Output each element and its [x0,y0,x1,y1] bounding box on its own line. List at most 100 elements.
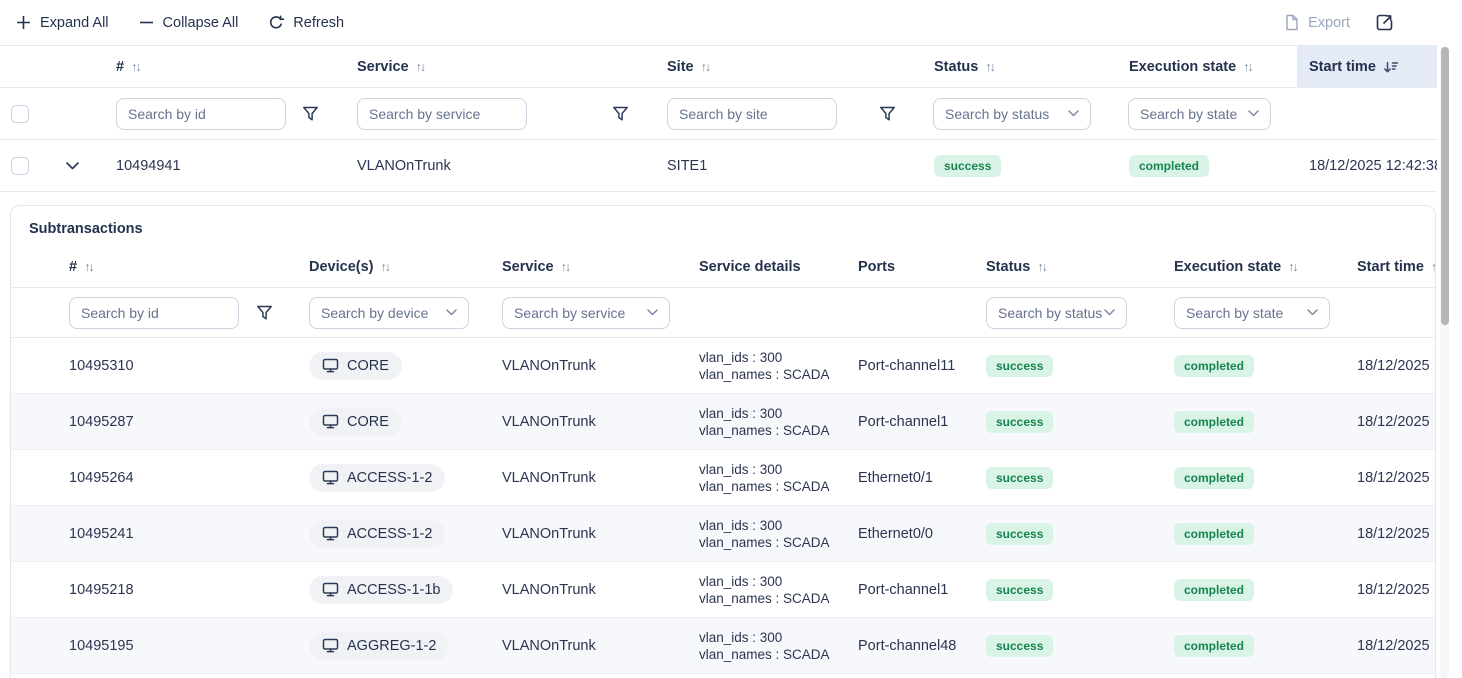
sub-column-header-devices[interactable]: Device(s) ↑↓ [297,246,490,287]
subtransaction-row[interactable]: 10495310 CORE VLANOnTrunk vlan_ids : 300… [11,338,1435,394]
subtransaction-port: Port-channel11 [846,338,974,393]
subtransaction-id: 10495310 [11,338,297,393]
search-id-input[interactable] [116,98,286,130]
subtransaction-port: Ethernet0/0 [846,506,974,561]
sort-icon[interactable]: ↑↓ [1288,260,1299,274]
filter-icon[interactable] [302,106,319,122]
main-table-filter-row: Search by status Search by state [0,88,1437,140]
device-name: ACCESS-1-2 [347,526,432,542]
filter-cell-id [104,88,345,139]
refresh-button[interactable]: Refresh [268,15,344,31]
sub-search-service-select[interactable]: Search by service [502,297,670,329]
sub-column-header-status[interactable]: Status ↑↓ [974,246,1162,287]
toolbar: Expand All Collapse All Refresh Export [0,0,1437,46]
device-chip[interactable]: CORE [309,408,402,436]
subtransaction-row[interactable]: 10495195 AGGREG-1-2 VLANOnTrunk vlan_ids… [11,618,1435,674]
chevron-down-icon [66,162,79,170]
transaction-row[interactable]: 10494941 VLANOnTrunk SITE1 success compl… [0,140,1437,192]
column-header-start-time[interactable]: Start time [1297,46,1437,87]
device-chip[interactable]: ACCESS-1-2 [309,464,445,492]
search-state-select[interactable]: Search by state [1128,98,1271,130]
sort-icon[interactable]: ↑↓ [131,60,142,74]
file-icon [1284,14,1299,31]
main-table-header: # ↑↓ Service ↑↓ Site ↑↓ Status ↑↓ Execut… [0,46,1437,88]
sub-filter-cell-status: Search by status [974,288,1162,337]
chevron-down-icon [446,309,457,316]
subtransaction-row[interactable]: 10495218 ACCESS-1-1b VLANOnTrunk vlan_id… [11,562,1435,618]
row-checkbox[interactable] [11,157,29,175]
sort-icon[interactable]: ↑↓ [985,60,996,74]
device-chip[interactable]: ACCESS-1-2 [309,520,445,548]
status-badge: success [986,579,1053,601]
expand-all-button[interactable]: Expand All [16,15,109,31]
sub-filter-cell-service: Search by service [490,288,687,337]
subtransaction-start-time: 18/12/2025 [1345,618,1435,673]
sort-icon[interactable]: ↑↓ [416,60,427,74]
sub-search-state-select[interactable]: Search by state [1174,297,1330,329]
export-button[interactable]: Export [1284,14,1350,31]
search-service-input[interactable] [357,98,527,130]
sub-column-header-id[interactable]: # ↑↓ [11,246,297,287]
transaction-id: 10494941 [104,140,345,191]
subtransactions-panel: Subtransactions # ↑↓ Device(s) ↑↓ Servic… [10,205,1436,678]
device-chip[interactable]: CORE [309,352,402,380]
transaction-site: SITE1 [655,140,922,191]
sub-search-status-select[interactable]: Search by status [986,297,1127,329]
device-chip[interactable]: AGGREG-1-2 [309,632,449,660]
chevron-down-icon [1248,110,1259,117]
sort-icon[interactable]: ↑↓ [1431,260,1435,274]
column-header-execution-state[interactable]: Execution state ↑↓ [1117,46,1297,87]
sub-column-header-service[interactable]: Service ↑↓ [490,246,687,287]
service-details: vlan_ids : 300vlan_names : SCADA [699,405,830,439]
service-details: vlan_ids : 300vlan_names : SCADA [699,517,830,551]
monitor-icon [322,638,339,653]
execution-state-badge: completed [1129,155,1209,177]
device-chip[interactable]: ACCESS-1-1b [309,576,453,604]
expand-icon [1376,14,1393,31]
sub-column-header-start-time[interactable]: Start time ↑↓ [1345,246,1435,287]
sort-icon[interactable]: ↑↓ [1037,260,1048,274]
subtransaction-port: Port-channel48 [846,618,974,673]
sort-icon[interactable]: ↑↓ [1243,60,1254,74]
vertical-scrollbar[interactable] [1440,46,1449,678]
subtransaction-id: 10495241 [11,506,297,561]
execution-state-badge: completed [1174,467,1254,489]
collapse-row-button[interactable] [66,162,79,170]
search-status-select[interactable]: Search by status [933,98,1091,130]
sort-descending-icon[interactable] [1383,60,1398,74]
sort-icon[interactable]: ↑↓ [701,60,712,74]
filter-cell-status: Search by status [922,88,1117,139]
subtransaction-service: VLANOnTrunk [490,394,687,449]
status-badge: success [934,155,1001,177]
select-all-checkbox[interactable] [11,105,29,123]
column-header-site[interactable]: Site ↑↓ [655,46,922,87]
monitor-icon [322,358,339,373]
sub-search-device-select[interactable]: Search by device [309,297,469,329]
subtransaction-row[interactable]: 10495241 ACCESS-1-2 VLANOnTrunk vlan_ids… [11,506,1435,562]
sub-search-id-input[interactable] [69,297,239,329]
sort-icon[interactable]: ↑↓ [380,260,391,274]
transaction-service: VLANOnTrunk [345,140,655,191]
sort-icon[interactable]: ↑↓ [84,260,95,274]
column-header-service[interactable]: Service ↑↓ [345,46,655,87]
scrollbar-thumb[interactable] [1441,47,1449,325]
filter-icon[interactable] [256,305,273,321]
filter-icon[interactable] [879,106,896,122]
column-header-status[interactable]: Status ↑↓ [922,46,1117,87]
sort-icon[interactable]: ↑↓ [561,260,572,274]
subtransaction-row[interactable]: 10495264 ACCESS-1-2 VLANOnTrunk vlan_ids… [11,450,1435,506]
filter-icon[interactable] [612,106,629,122]
device-name: CORE [347,358,389,374]
subtransaction-port: Ethernet0/1 [846,450,974,505]
chevron-down-icon [1104,309,1115,316]
subtransactions-header: # ↑↓ Device(s) ↑↓ Service ↑↓ Service det… [11,246,1435,288]
subtransaction-row[interactable]: 10495287 CORE VLANOnTrunk vlan_ids : 300… [11,394,1435,450]
subtransaction-port: Port-channel1 [846,394,974,449]
collapse-all-button[interactable]: Collapse All [139,15,239,31]
service-details: vlan_ids : 300vlan_names : SCADA [699,349,830,383]
search-site-input[interactable] [667,98,837,130]
sub-column-header-execution-state[interactable]: Execution state ↑↓ [1162,246,1345,287]
fullscreen-button[interactable] [1376,14,1393,31]
column-header-id[interactable]: # ↑↓ [104,46,345,87]
sub-column-header-ports: Ports [846,246,974,287]
